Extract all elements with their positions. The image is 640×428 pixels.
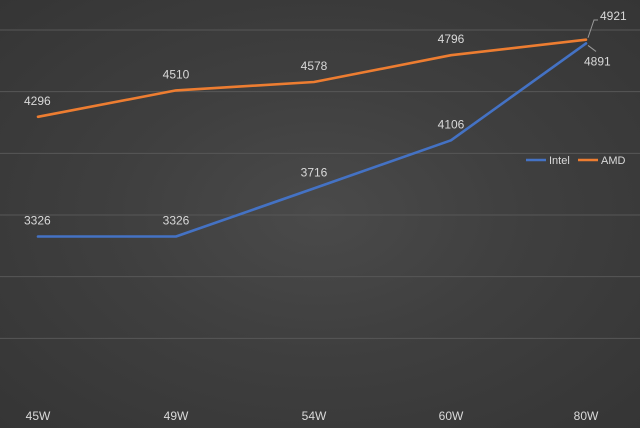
gridlines xyxy=(0,29,640,339)
data-labels: 3326 3326 3716 4106 4891 4296 4510 4578 4796 4921 xyxy=(24,9,627,228)
x-tick-label: 49W xyxy=(164,409,189,423)
legend[interactable]: Intel AMD xyxy=(526,155,626,167)
x-tick-label: 45W xyxy=(26,409,51,423)
x-tick-label: 60W xyxy=(439,409,464,423)
data-label-amd: 4921 xyxy=(600,9,627,23)
x-tick-label: 80W xyxy=(574,409,599,423)
leader-line xyxy=(587,19,598,38)
legend-label-amd[interactable]: AMD xyxy=(601,155,626,167)
data-label-intel: 3326 xyxy=(24,214,51,228)
series-line-amd xyxy=(36,38,588,119)
legend-label-intel[interactable]: Intel xyxy=(549,155,570,167)
data-label-amd: 4296 xyxy=(24,94,51,108)
label-leader-lines xyxy=(587,19,598,52)
series-lines xyxy=(36,38,588,238)
data-label-amd: 4796 xyxy=(438,32,465,46)
x-axis-tick-labels: 45W 49W 54W 60W 80W xyxy=(26,409,599,423)
data-label-intel: 4106 xyxy=(438,117,465,131)
x-tick-label: 54W xyxy=(302,409,327,423)
data-label-amd: 4578 xyxy=(301,59,328,73)
leader-line xyxy=(587,45,597,52)
data-label-intel: 3716 xyxy=(301,165,328,179)
data-label-amd: 4510 xyxy=(163,67,190,81)
series-line-intel xyxy=(36,42,588,238)
data-label-intel: 3326 xyxy=(163,214,190,228)
data-label-intel: 4891 xyxy=(584,54,611,68)
